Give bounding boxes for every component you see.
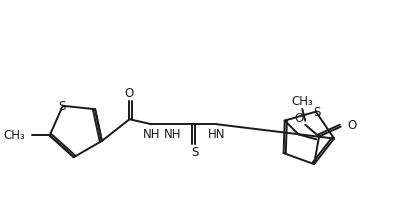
Text: O: O [295,112,304,125]
Text: O: O [125,87,134,100]
Text: HN: HN [208,128,225,141]
Text: S: S [313,106,321,119]
Text: NH: NH [142,128,160,141]
Text: CH₃: CH₃ [291,95,313,107]
Text: NH: NH [164,128,182,141]
Text: O: O [348,119,357,132]
Text: CH₃: CH₃ [3,129,25,142]
Text: S: S [191,146,198,159]
Text: S: S [58,100,66,113]
